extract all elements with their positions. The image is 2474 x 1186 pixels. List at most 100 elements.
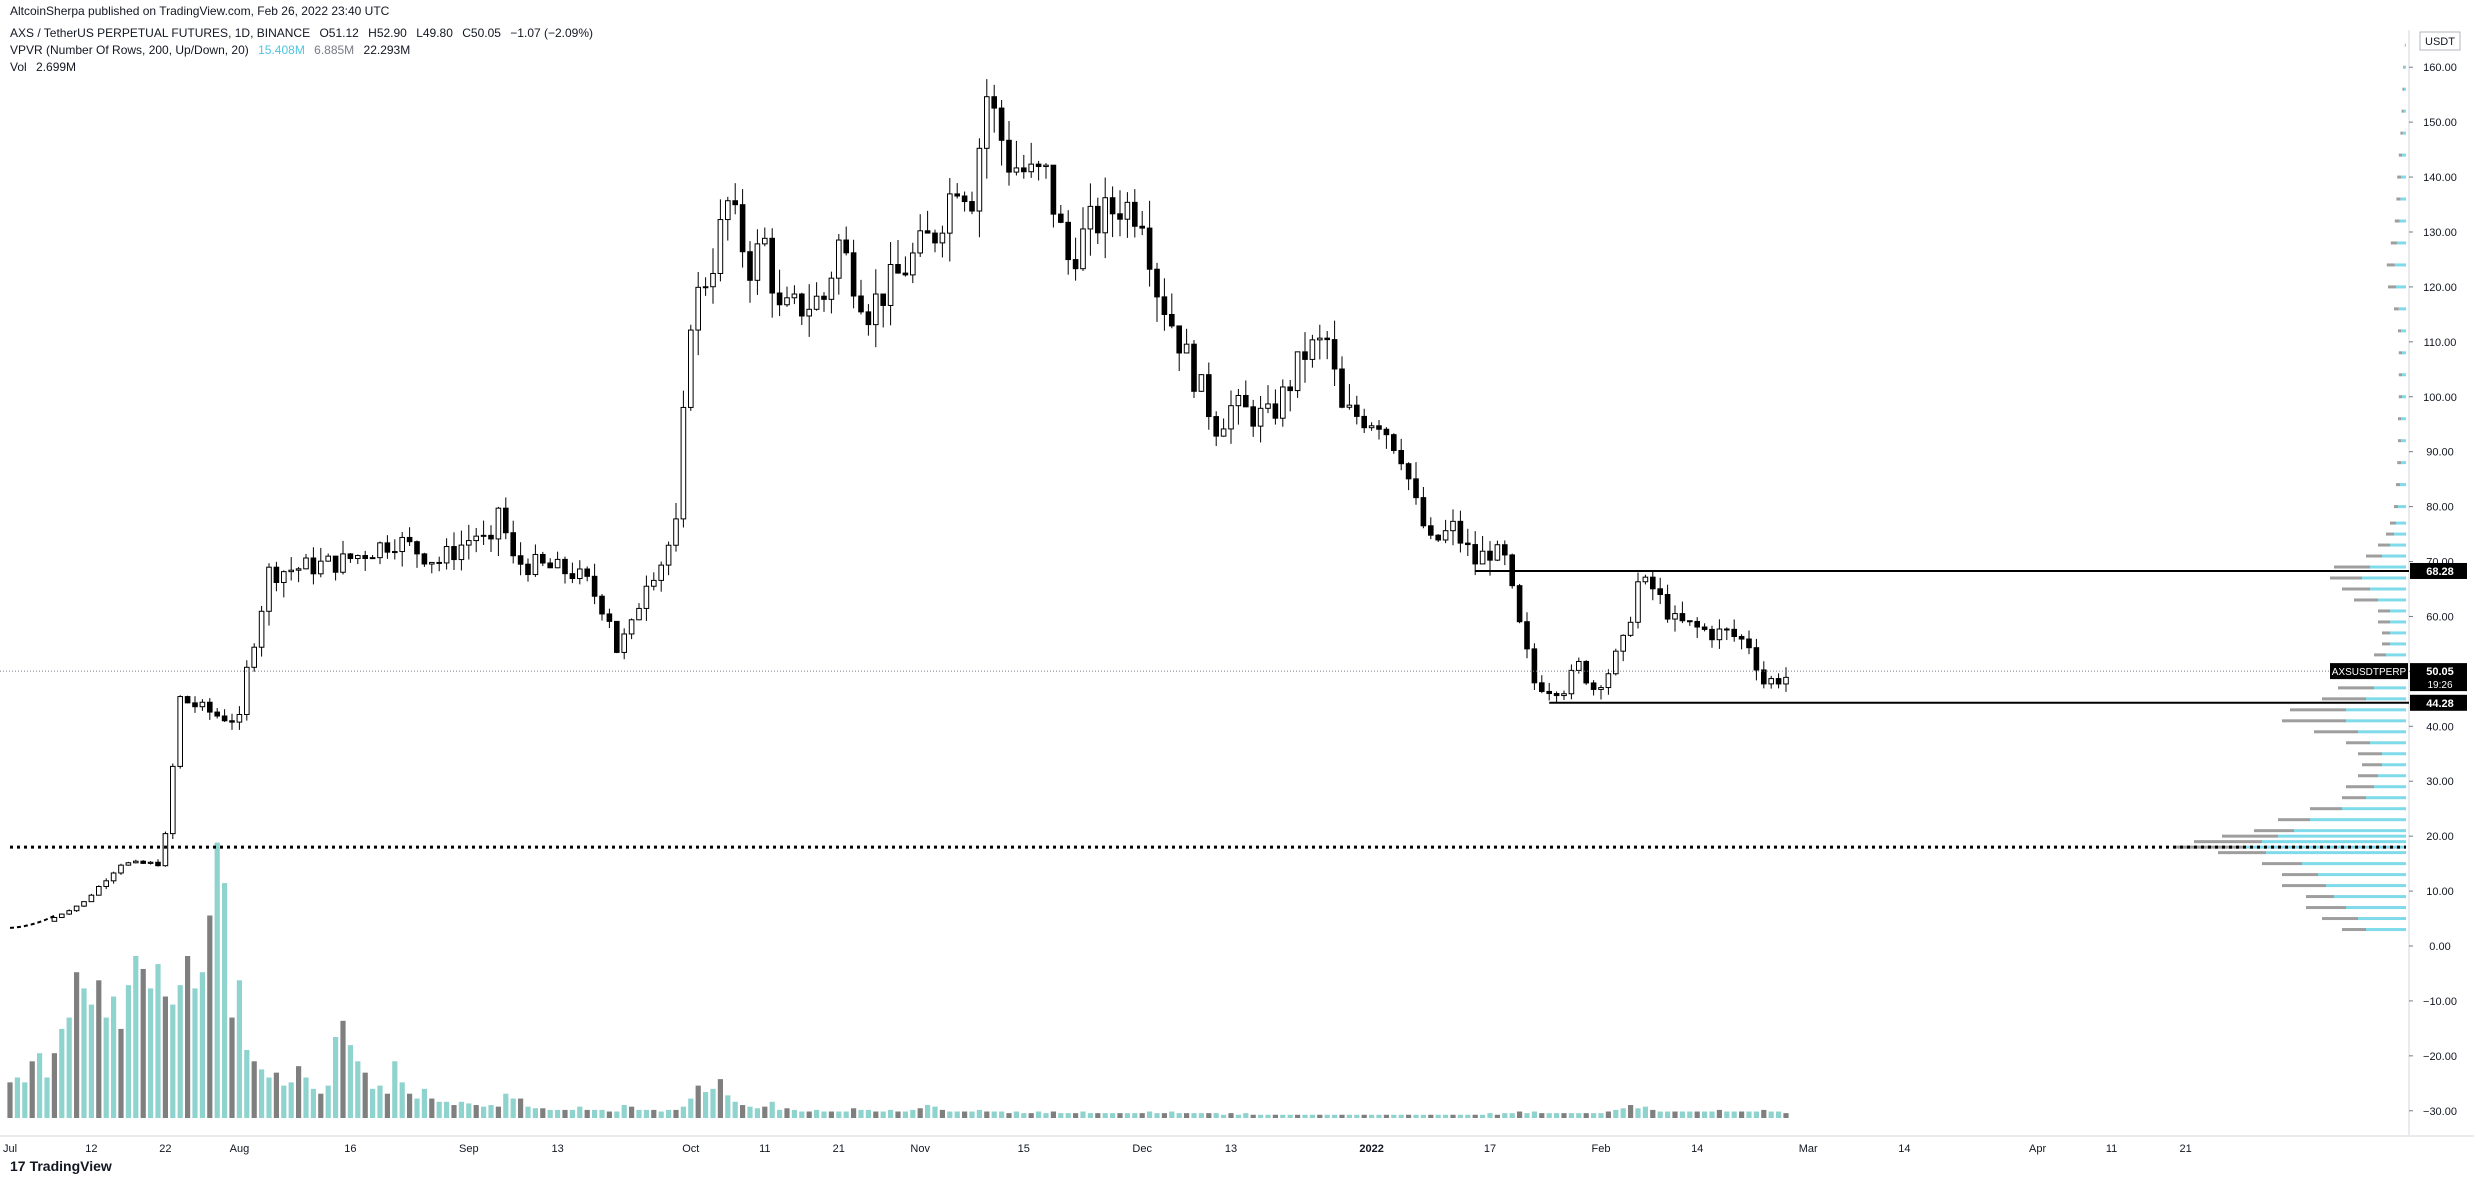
candle-body — [689, 330, 694, 407]
volume-bar — [733, 1102, 738, 1118]
candle-body — [1295, 352, 1300, 391]
candle-body — [1784, 677, 1789, 684]
vpvr-up-bar — [2382, 555, 2406, 558]
candle-body — [1776, 679, 1781, 684]
vpvr-label[interactable]: VPVR (Number Of Rows, 200, Up/Down, 20) — [10, 43, 249, 57]
volume-bar — [1524, 1113, 1529, 1118]
candle-body — [1547, 691, 1552, 693]
candle-body — [1584, 661, 1589, 682]
volume-bar — [807, 1112, 812, 1118]
volume-bar — [1036, 1112, 1041, 1118]
symbol-tag: AXSUSDTPERP — [2332, 667, 2407, 678]
volume-bar — [866, 1110, 871, 1118]
vpvr-up-bar — [2378, 598, 2406, 601]
volume-bar — [155, 964, 160, 1118]
vpvr-up-bar — [2395, 263, 2406, 266]
candle-body — [1392, 435, 1397, 451]
candle-body — [230, 721, 235, 722]
volume-bar — [44, 1078, 49, 1119]
vpvr-legend[interactable]: VPVR (Number Of Rows, 200, Up/Down, 20) … — [10, 42, 416, 58]
vpvr-down-bar — [2342, 796, 2366, 799]
candle-body — [467, 541, 472, 546]
volume-bar — [1362, 1115, 1367, 1118]
volume-bar — [141, 969, 146, 1118]
x-tick-label: Feb — [1592, 1143, 1611, 1155]
vpvr-down-bar — [2282, 873, 2318, 876]
candle-body — [755, 244, 760, 280]
candle-body — [844, 240, 849, 253]
volume-bar — [192, 988, 197, 1118]
candle-body — [1229, 406, 1234, 429]
vpvr-up-bar — [2397, 241, 2406, 244]
candle-body — [1318, 338, 1323, 340]
vpvr-up-bar — [2402, 351, 2406, 354]
volume-bar — [925, 1105, 930, 1118]
vol-label[interactable]: Vol — [10, 60, 27, 74]
candle-body — [178, 697, 183, 767]
volume-bar — [821, 1112, 826, 1118]
candle-body — [193, 703, 198, 707]
volume-bar — [1154, 1113, 1159, 1118]
candle-body — [444, 547, 449, 563]
volume-bar — [1369, 1115, 1374, 1118]
volume-bar — [1487, 1113, 1492, 1118]
vpvr-up-bar — [2404, 110, 2406, 113]
volume-bar — [673, 1110, 678, 1118]
volume-bar — [296, 1066, 301, 1118]
candle-body — [659, 565, 664, 580]
candle-body — [74, 906, 79, 911]
candle-body — [333, 556, 338, 572]
volume-bar — [1177, 1113, 1182, 1118]
volume-bar — [873, 1112, 878, 1118]
volume-bar — [666, 1110, 671, 1118]
volume-bar — [89, 1005, 94, 1118]
vpvr-down-bar — [2397, 461, 2401, 464]
candle-body — [644, 586, 649, 608]
volume-bar — [1206, 1113, 1211, 1118]
candle-body — [1036, 164, 1041, 166]
volume-bar — [1184, 1113, 1189, 1118]
x-tick-label: 16 — [344, 1143, 356, 1155]
vpvr-down-bar — [2382, 642, 2390, 645]
x-tick-label: 15 — [1018, 1143, 1030, 1155]
candle-body — [696, 287, 701, 330]
candle-body — [82, 902, 87, 906]
tradingview-logo-mark: 17 — [10, 1158, 26, 1174]
volume-bar — [1591, 1113, 1596, 1118]
volume-bar — [1236, 1115, 1241, 1118]
candle-body — [526, 564, 531, 574]
volume-bar — [1288, 1115, 1293, 1118]
volume-bar — [888, 1110, 893, 1118]
candle-body — [785, 298, 790, 305]
volume-bar — [1635, 1108, 1640, 1118]
y-tick-label: 160.00 — [2423, 62, 2457, 74]
candle-body — [1133, 202, 1138, 226]
vpvr-up-bar — [2402, 154, 2406, 157]
candle-body — [1096, 206, 1101, 232]
candle-body — [222, 716, 227, 721]
volume-bar — [1014, 1112, 1019, 1118]
candle-body — [1051, 165, 1056, 214]
y-tick-label: −30.00 — [2423, 1106, 2457, 1118]
volume-bar — [1117, 1113, 1122, 1118]
volume-bar — [844, 1112, 849, 1118]
symbol-legend[interactable]: AXS / TetherUS PERPETUAL FUTURES, 1D, BI… — [10, 25, 599, 41]
volume-bar — [22, 1082, 27, 1118]
candle-body — [119, 865, 124, 873]
candle-body — [578, 569, 583, 578]
vpvr-down-bar — [2400, 132, 2402, 135]
volume-bar — [511, 1099, 516, 1118]
candle-body — [1451, 521, 1456, 530]
volume-bar — [1280, 1115, 1285, 1118]
volume-bar — [163, 997, 168, 1119]
volume-bar — [1458, 1115, 1463, 1118]
candle-body — [1769, 679, 1774, 684]
volume-legend[interactable]: Vol 2.699M — [10, 59, 82, 75]
symbol-title[interactable]: AXS / TetherUS PERPETUAL FUTURES, 1D, BI… — [10, 26, 310, 40]
volume-bar — [851, 1108, 856, 1118]
volume-bar — [1214, 1113, 1219, 1118]
